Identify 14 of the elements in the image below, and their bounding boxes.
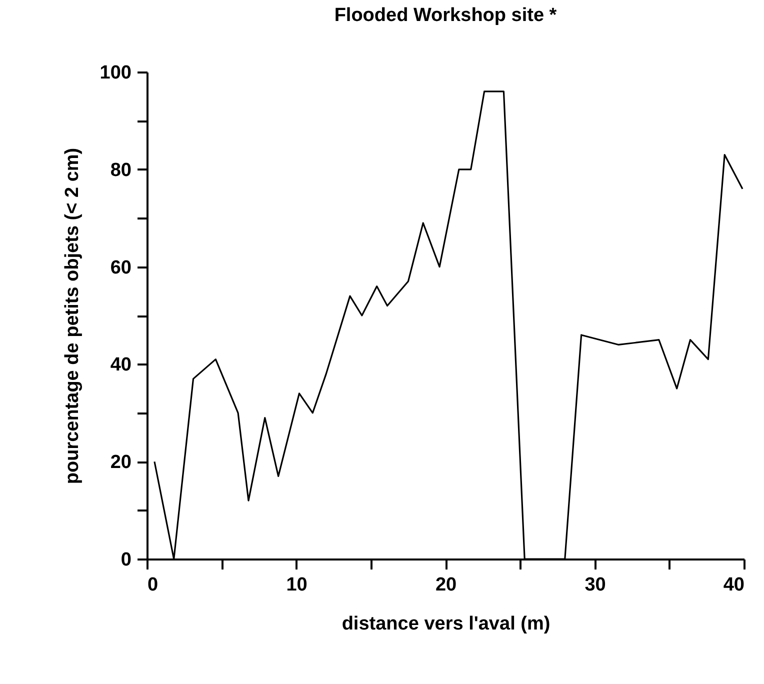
x-tick-label: 30	[584, 574, 606, 596]
y-tick-label: 40	[110, 354, 132, 376]
x-tick-label: 10	[286, 574, 308, 596]
chart-title: Flooded Workshop site *	[334, 5, 558, 26]
x-tick-label: 20	[435, 574, 457, 596]
x-axis-title: distance vers l'aval (m)	[342, 614, 550, 634]
y-tick-label: 20	[110, 452, 132, 474]
y-tick-label: 100	[100, 62, 132, 84]
x-tick-label: 40	[723, 574, 744, 596]
y-tick-label: 80	[110, 160, 132, 181]
y-tick-label: 60	[110, 257, 132, 278]
y-tick-label: 0	[120, 550, 132, 570]
y-axis-title: pourcentage de petits objets (< 2 cm)	[62, 148, 83, 484]
x-tick-label: 0	[148, 574, 158, 596]
